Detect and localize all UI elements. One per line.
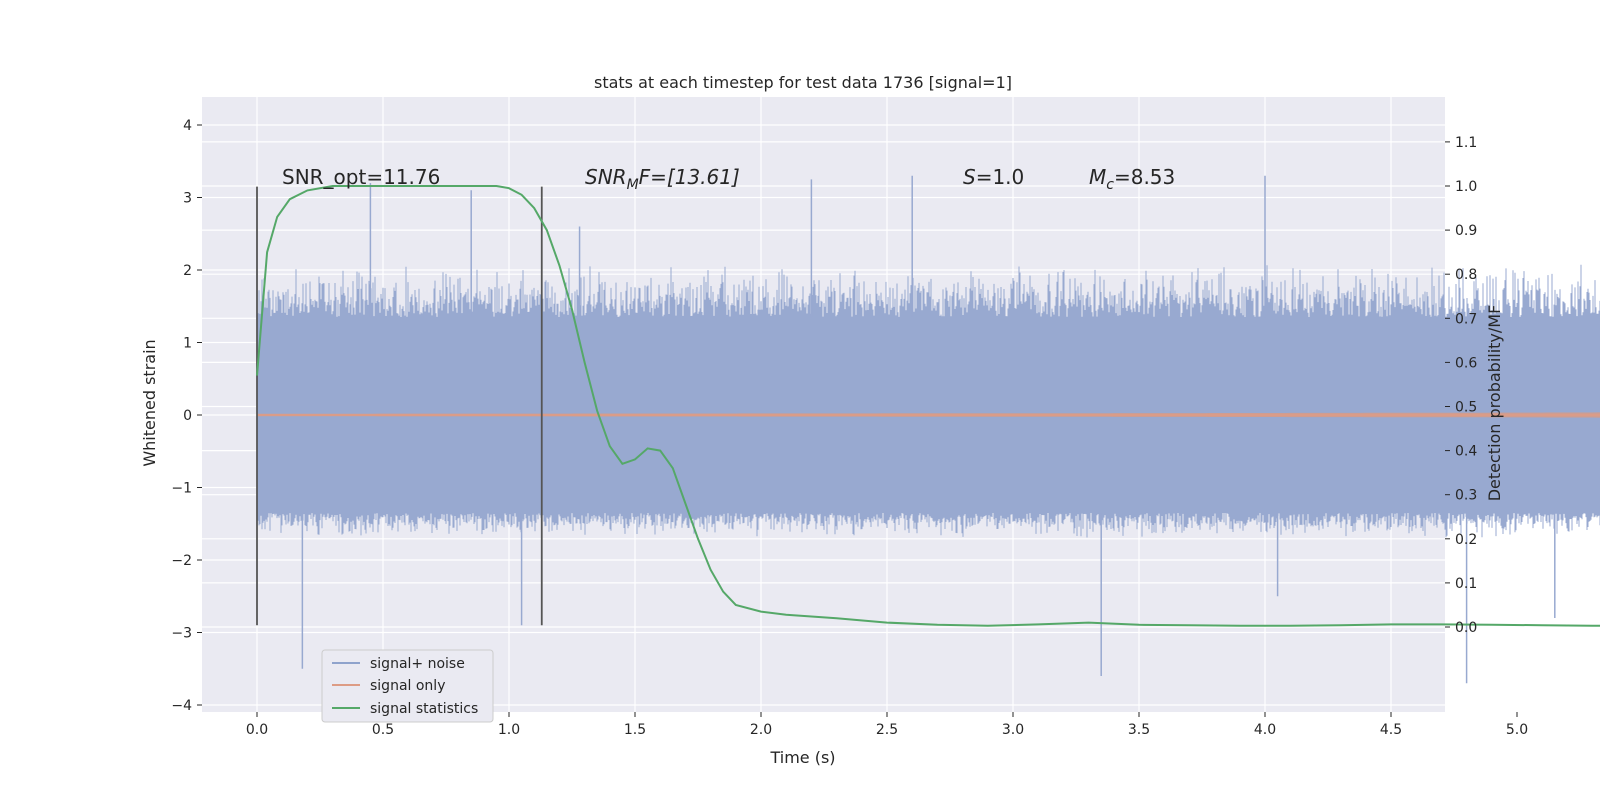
x-tick-label-4: 2.0: [750, 722, 772, 738]
y-tick-label-8: −4: [171, 698, 192, 714]
series-signal-only: [257, 412, 1600, 418]
legend-label-signal-noise: signal+ noise: [370, 656, 465, 672]
y-tick-label-6: −2: [171, 553, 192, 569]
y-tick-label-5: −1: [171, 481, 192, 497]
snr-mf-base: SNR: [585, 165, 627, 189]
y-axis-right-label: Detection probability/MF: [1485, 305, 1504, 502]
s-value: =1.0: [976, 165, 1025, 189]
x-tick-label-3: 1.5: [624, 722, 646, 738]
y-right-tick-label-6: 0.5: [1455, 400, 1477, 416]
y-right-tick-label-4: 0.7: [1455, 311, 1477, 327]
mc-var: M: [1089, 165, 1106, 189]
x-tick-label-8: 4.0: [1254, 722, 1276, 738]
noise-trace: [256, 264, 1600, 538]
y-tick-label-1: 3: [183, 191, 192, 207]
y-right-tick-label-0: 1.1: [1455, 135, 1477, 151]
legend: signal+ noise signal only signal statist…: [321, 649, 494, 723]
statistics-line: [256, 185, 1600, 627]
annotation-snr-opt: SNR_opt=11.76: [282, 165, 440, 189]
y-tick-label-2: 2: [183, 263, 192, 279]
legend-entry-signal-noise: signal+ noise: [332, 656, 465, 672]
x-tick-label-1: 0.5: [372, 722, 394, 738]
y-right-tick-label-9: 0.2: [1455, 532, 1477, 548]
x-tick-label-6: 3.0: [1002, 722, 1024, 738]
mc-value: =8.53: [1114, 165, 1175, 189]
snr-mf-sub: M: [627, 177, 639, 193]
legend-label-signal-statistics: signal statistics: [370, 701, 478, 717]
snr-mf-f: F=[13.61]: [639, 165, 740, 189]
x-tick-label-7: 3.5: [1128, 722, 1150, 738]
x-tick-label-2: 1.0: [498, 722, 520, 738]
y-tick-label-3: 1: [183, 336, 192, 352]
x-tick-label-0: 0.0: [246, 722, 268, 738]
y-right-tick-label-7: 0.4: [1455, 444, 1477, 460]
x-tick-label-9: 4.5: [1380, 722, 1402, 738]
marker-lines: [256, 186, 543, 626]
y-tick-label-7: −3: [171, 626, 192, 642]
y-right-tick-label-10: 0.1: [1455, 576, 1477, 592]
chart-title: stats at each timestep for test data 173…: [594, 73, 1012, 92]
y-right-tick-label-11: 0.0: [1455, 620, 1477, 636]
s-var: S: [963, 165, 976, 189]
legend-box: [321, 649, 494, 723]
axes: 0.00.51.01.52.02.53.03.54.04.55.05.56.06…: [171, 118, 1528, 738]
legend-entry-signal-statistics: signal statistics: [332, 701, 478, 717]
legend-entry-signal-only: signal only: [332, 678, 445, 694]
legend-label-signal-only: signal only: [370, 678, 445, 694]
y-right-tick-label-1: 1.0: [1455, 179, 1477, 195]
series-signal-statistics: [256, 185, 1600, 627]
x-tick-label-10: 5.0: [1506, 722, 1528, 738]
x-tick-label-5: 2.5: [876, 722, 898, 738]
x-axis-label: Time (s): [769, 748, 835, 767]
y-right-tick-label-2: 0.9: [1455, 223, 1477, 239]
mc-sub: c: [1106, 177, 1114, 193]
y-right-tick-label-8: 0.3: [1455, 488, 1477, 504]
y-right-tick-label-3: 0.8: [1455, 267, 1477, 283]
y-tick-label-0: 4: [183, 118, 192, 134]
y-right-tick-label-5: 0.6: [1455, 355, 1477, 371]
y-tick-label-4: 0: [183, 408, 192, 424]
annotation-snr-mf: SNRMF=[13.61]: [585, 165, 740, 193]
annotation-s: S=1.0: [963, 165, 1024, 189]
annotation-mc: Mc=8.53: [1089, 165, 1175, 193]
y-axis-label: Whitened strain: [140, 339, 159, 466]
